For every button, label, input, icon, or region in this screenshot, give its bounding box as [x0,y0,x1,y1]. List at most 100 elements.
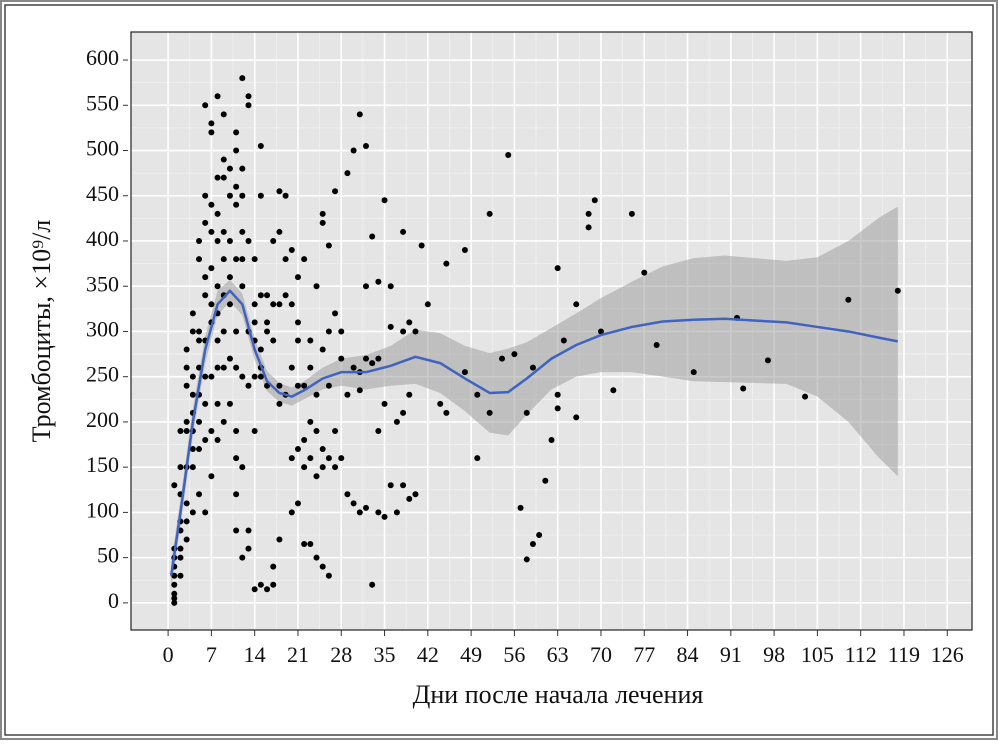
data-point [233,129,240,136]
data-point [325,328,332,335]
data-point [196,256,203,263]
data-point [319,346,326,353]
data-point [332,464,339,471]
x-tick-label: 14 [244,642,266,667]
data-point [257,292,264,299]
x-tick-label: 91 [720,642,742,667]
data-point [369,581,376,588]
data-point [233,201,240,208]
x-axis-title: Дни после начала лечения [413,680,704,709]
data-point [196,237,203,244]
data-point [529,364,536,371]
data-point [288,364,295,371]
x-tick-label: 7 [206,642,217,667]
data-point [171,581,178,588]
data-point [412,491,419,498]
x-tick-label: 119 [888,642,920,667]
data-point [554,391,561,398]
data-point [270,337,277,344]
data-point [177,427,184,434]
y-tick-label: 450 [86,181,119,206]
data-point [226,192,233,199]
data-point [486,210,493,217]
data-point [282,292,289,299]
data-point [387,283,394,290]
data-point [208,301,215,308]
x-tick-label: 35 [374,642,396,667]
data-point [196,364,203,371]
data-point [375,278,382,285]
data-point [517,504,524,511]
data-point [189,328,196,335]
data-point [264,586,271,593]
x-tick-label: 77 [633,642,655,667]
data-point [233,328,240,335]
data-point [214,337,221,344]
data-point [313,473,320,480]
data-point [214,400,221,407]
data-point [301,256,308,263]
data-point [474,391,481,398]
data-point [214,174,221,181]
data-point [202,373,209,380]
data-point [233,491,240,498]
data-point [276,400,283,407]
data-point [214,364,221,371]
data-point [171,482,178,489]
data-point [375,355,382,362]
data-point [591,197,598,204]
x-tick-label: 28 [330,642,352,667]
x-tick-label: 49 [460,642,482,667]
data-point [276,188,283,195]
data-point [183,536,190,543]
data-point [338,455,345,462]
data-point [239,554,246,561]
data-point [400,409,407,416]
data-point [239,256,246,263]
data-point [226,400,233,407]
plot-area: 0 7 14 21 28 35 42 49 56 63 70 77 84 91 98 105 112 119 126… [86,31,973,667]
data-point [264,319,271,326]
data-point [542,477,549,484]
data-point [381,400,388,407]
data-point [183,427,190,434]
data-point [319,210,326,217]
data-point [177,464,184,471]
data-point [171,595,178,602]
data-point [400,328,407,335]
data-point [294,382,301,389]
data-point [276,382,283,389]
data-point [350,364,357,371]
data-point [325,455,332,462]
data-point [313,283,320,290]
data-point [196,491,203,498]
data-point [264,328,271,335]
x-tick-label: 21 [287,642,309,667]
data-point [400,482,407,489]
x-tick-label: 63 [547,642,569,667]
data-point [196,328,203,335]
data-point [536,532,543,539]
data-point [251,586,258,593]
data-point [400,228,407,235]
data-point [332,188,339,195]
data-point [183,346,190,353]
data-point [362,355,369,362]
data-point [202,219,209,226]
data-point [319,446,326,453]
data-point [196,337,203,344]
data-point [220,228,227,235]
data-point [239,283,246,290]
y-tick-label: 0 [108,588,119,613]
data-point [505,152,512,159]
data-point [226,165,233,172]
data-point [294,337,301,344]
data-point [276,301,283,308]
data-point [208,473,215,480]
data-point [257,192,264,199]
confidence-band [171,206,898,590]
data-point [319,464,326,471]
data-point [740,385,747,392]
data-point [332,427,339,434]
data-point [393,418,400,425]
